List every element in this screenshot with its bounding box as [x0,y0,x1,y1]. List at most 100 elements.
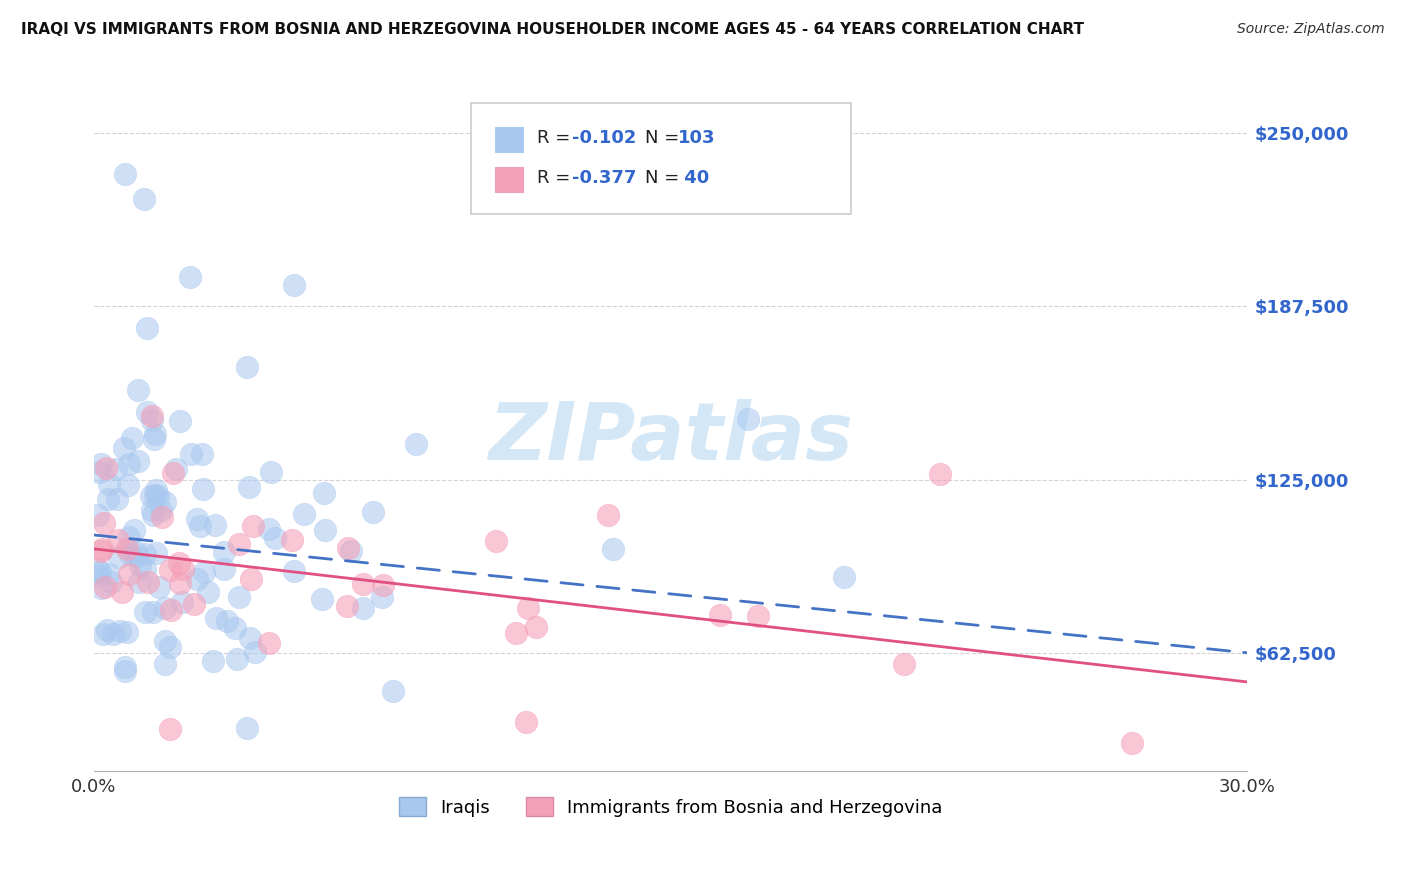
Point [283,278,305,293]
Point [153,657,176,672]
Point [159,722,181,736]
Point [737,411,759,425]
Point [485,534,508,549]
Point [108,624,131,638]
Point [169,414,191,428]
Point [162,466,184,480]
Point [224,621,246,635]
Point [311,592,333,607]
Point [596,508,619,523]
Point [236,359,259,374]
Point [204,518,226,533]
Point [141,502,163,516]
Text: N =: N = [645,169,685,187]
Point [135,321,157,335]
Point [107,533,129,548]
Point [108,550,131,565]
Point [516,601,538,615]
Point [193,566,215,580]
Point [236,721,259,735]
Point [283,564,305,578]
Point [114,168,136,182]
Point [121,431,143,445]
Point [264,531,287,545]
Point [281,533,304,548]
Point [134,547,156,561]
Point [183,597,205,611]
Point [150,510,173,524]
Point [188,518,211,533]
Point [141,413,163,427]
Point [146,489,169,503]
Text: R =: R = [537,129,576,147]
Point [141,409,163,423]
Point [90,544,112,558]
Point [352,600,374,615]
Point [87,568,110,582]
Point [120,547,142,561]
Point [340,543,363,558]
Point [134,606,156,620]
Text: -0.377: -0.377 [572,169,637,187]
Point [159,640,181,654]
Point [228,537,250,551]
Point [112,441,135,455]
Point [336,541,359,555]
Text: Source: ZipAtlas.com: Source: ZipAtlas.com [1237,22,1385,37]
Point [242,518,264,533]
Point [111,585,134,599]
Point [292,507,315,521]
Point [179,270,201,285]
Point [143,427,166,442]
Point [180,447,202,461]
Point [352,577,374,591]
Point [93,516,115,530]
Point [314,523,336,537]
Point [117,567,139,582]
Point [98,476,121,491]
Point [136,405,159,419]
Point [87,562,110,576]
Point [94,461,117,475]
Point [709,608,731,623]
Point [118,530,141,544]
Point [361,505,384,519]
Text: ZIPatlas: ZIPatlas [488,399,853,477]
Point [89,465,111,479]
Point [142,432,165,446]
Point [159,563,181,577]
Point [145,483,167,497]
Point [155,633,177,648]
Point [226,652,249,666]
Point [117,478,139,492]
Point [602,541,624,556]
Point [893,657,915,672]
Point [239,572,262,586]
Point [238,480,260,494]
Point [115,624,138,639]
Point [134,562,156,576]
Point [239,631,262,645]
Point [172,562,194,576]
Point [125,545,148,559]
Point [90,581,112,595]
Point [139,489,162,503]
Point [127,454,149,468]
Point [371,590,394,604]
Point [89,565,111,579]
Point [117,541,139,556]
Point [191,447,214,461]
Text: 103: 103 [678,129,716,147]
Point [97,566,120,581]
Point [159,602,181,616]
Point [97,491,120,506]
Point [87,508,110,523]
Point [142,605,165,619]
Point [314,486,336,500]
Point [186,572,208,586]
Point [91,626,114,640]
Point [373,578,395,592]
Point [91,541,114,556]
Point [257,522,280,536]
Point [212,544,235,558]
